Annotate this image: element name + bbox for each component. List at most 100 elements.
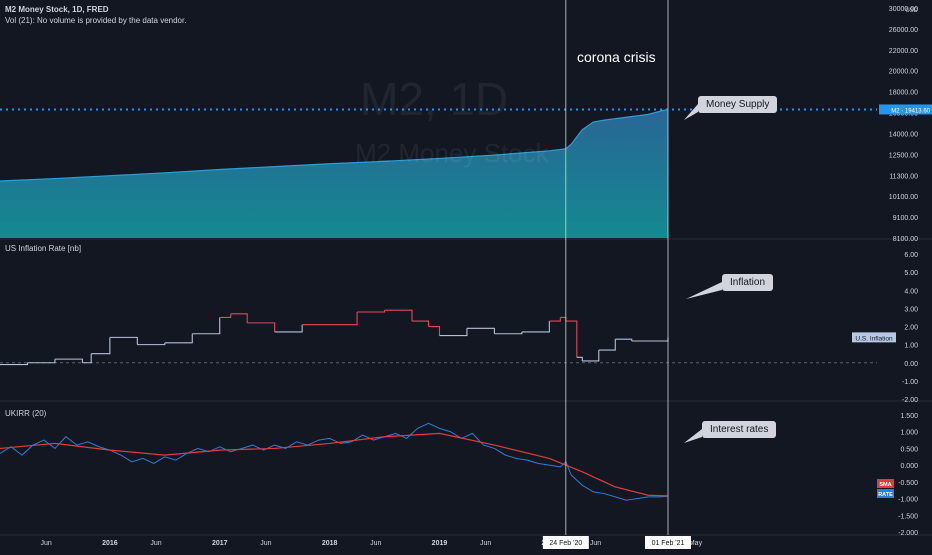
inflation-axis-tick-1: 5.00 [904, 270, 918, 277]
m2-area [0, 109, 668, 238]
m2-axis-tick-2: 22000.00 [889, 48, 918, 55]
price-axis[interactable]: 30000.00 26000.00 22000.00 20000.00 18000.00… [852, 6, 932, 537]
inflation-segment-14 [329, 312, 358, 326]
m2-axis-tick-0: 30000.00 [889, 6, 918, 13]
time-tick-8: Jun [480, 540, 491, 547]
time-tick-0: Jun [40, 540, 51, 547]
inflation-segment-30 [631, 337, 669, 342]
inflation-axis-tick-3: 3.00 [904, 306, 918, 313]
m2-axis-tick-4: 18000.00 [889, 90, 918, 97]
inflation-segment-8 [192, 317, 221, 335]
ukirr-axis-tick-4: -0.500 [898, 480, 918, 487]
ukirr-axis-tick-6: -1.500 [898, 513, 918, 520]
callout-pointer-0 [684, 104, 698, 120]
inflation-segment-7 [164, 333, 193, 344]
ukirr-pane-title[interactable]: UKIRR (20) [5, 409, 47, 418]
time-tick-13: May [689, 540, 703, 547]
inflation-segment-5 [109, 336, 138, 345]
inflation-segment-20 [466, 327, 495, 334]
time-marker-label-0: 24 Feb '20 [549, 540, 582, 547]
inflation-segment-9 [219, 313, 232, 318]
inflation-segment-11 [247, 322, 276, 332]
watermark-symbol: M2, 1D [360, 73, 509, 125]
m2-axis-tick-8: 11300.00 [889, 173, 918, 180]
inflation-segment-10 [230, 313, 248, 323]
time-marker-badge-1 [645, 536, 691, 549]
inflation-axis-tick-4: 2.00 [904, 325, 918, 332]
callout-money-supply[interactable]: Money Supply [698, 96, 778, 113]
watermark-name: M2 Money Stock [355, 138, 549, 168]
m2-axis-tick-3: 20000.00 [889, 69, 918, 76]
inflation-segment-17 [412, 320, 430, 327]
inflation-segment-2 [54, 358, 83, 363]
inflation-layer [0, 309, 877, 366]
ukirr-axis-tick-1: 1.000 [900, 430, 918, 437]
pane-dividers [0, 238, 932, 536]
badge-sma-text: SMA [879, 482, 891, 488]
chart-title[interactable]: M2 Money Stock, 1D, FRED [5, 5, 109, 14]
inflation-segment-29 [615, 338, 633, 341]
time-tick-3: 2017 [212, 540, 228, 547]
inflation-segment-25 [565, 320, 578, 358]
inflation-segment-16 [384, 309, 413, 322]
time-tick-7: 2019 [432, 540, 448, 547]
inflation-segment-3 [82, 353, 92, 364]
badge-rate [877, 489, 894, 498]
badge-sma [877, 479, 894, 488]
inflation-series-badge [852, 332, 896, 343]
rate-layer [0, 422, 669, 501]
volume-note: Vol (21): No volume is provided by the d… [5, 16, 187, 25]
series-rate [0, 422, 669, 501]
badge-rate-text: RATE [878, 492, 893, 498]
time-tick-4: Jun [260, 540, 271, 547]
callout-interest-rates[interactable]: Interest rates [702, 421, 777, 438]
time-axis[interactable]: Jun2016Jun2017Jun2018Jun2019Jun2020JunMa… [40, 536, 703, 549]
vertical-markers [565, 0, 669, 535]
ukirr-axis-tick-3: 0.000 [900, 463, 918, 470]
inflation-segment-24 [560, 316, 567, 322]
inflation-segment-22 [521, 321, 550, 333]
inflation-series-badge-text: U.S. Inflation [855, 335, 893, 342]
ukirr-axis-tick-7: -2.000 [898, 530, 918, 537]
inflation-axis-tick-6: 0.00 [904, 361, 918, 368]
inflation-segment-28 [598, 339, 616, 351]
time-marker-label-1: 01 Feb '21 [652, 540, 685, 547]
series-sma [0, 432, 669, 497]
inflation-pane-title[interactable]: US Inflation Rate [nb] [5, 244, 82, 253]
m2-axis-tick-10: 9100.00 [893, 215, 918, 222]
inflation-segment-4 [91, 337, 111, 355]
time-tick-1: 2016 [102, 540, 118, 547]
inflation-segment-27 [582, 350, 600, 362]
m2-last-value-badge [879, 104, 932, 115]
currency-unit-label: USD [905, 8, 918, 14]
inflation-segment-18 [428, 325, 441, 336]
inflation-segment-6 [137, 342, 166, 346]
m2-axis-tick-7: 12500.00 [889, 152, 918, 159]
callout-inflation[interactable]: Inflation [722, 274, 774, 291]
m2-axis-tick-1: 26000.00 [889, 27, 918, 34]
inflation-segment-23 [549, 317, 561, 322]
m2-axis-tick-6: 14000.00 [889, 131, 918, 138]
time-marker-badge-0 [542, 536, 589, 549]
inflation-segment-26 [576, 356, 583, 361]
m2-axis-tick-9: 10100.00 [889, 194, 918, 201]
m2-area-layer [0, 108, 877, 238]
time-tick-2: Jun [150, 540, 161, 547]
inflation-axis-tick-0: 6.00 [904, 252, 918, 259]
inflation-segment-21 [494, 331, 523, 335]
corona-crisis-annotation[interactable]: corona crisis [577, 49, 656, 65]
time-tick-6: Jun [370, 540, 381, 547]
inflation-segment-15 [357, 310, 386, 313]
inflation-segment-1 [27, 359, 56, 364]
inflation-axis-tick-7: -1.00 [902, 379, 918, 386]
callout-pointer-1 [686, 282, 722, 299]
callout-lines [684, 104, 722, 443]
ukirr-axis-tick-0: 1.500 [900, 413, 918, 420]
m2-last-value-text: M2 · 19413.60 [891, 108, 930, 114]
time-tick-10: Jun [590, 540, 601, 547]
inflation-segment-12 [274, 324, 303, 333]
inflation-axis-tick-2: 4.00 [904, 288, 918, 295]
m2-axis-tick-11: 8100.00 [893, 236, 918, 243]
